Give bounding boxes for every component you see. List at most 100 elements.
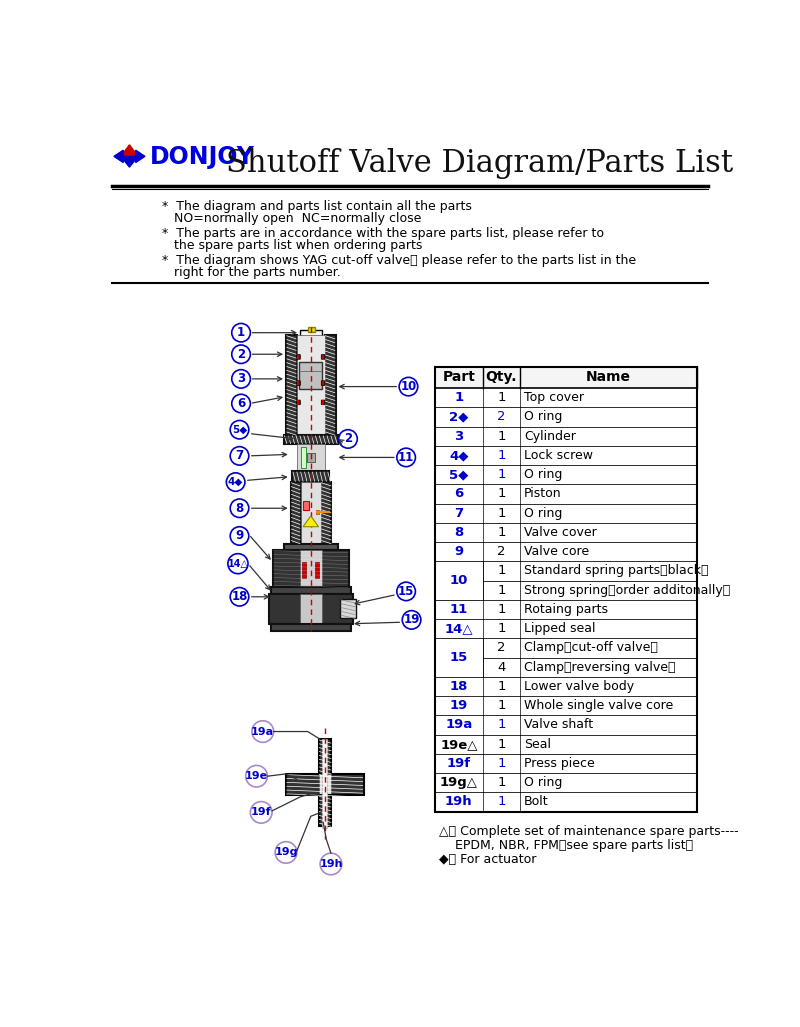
Text: 3: 3 (454, 429, 463, 443)
Text: 19f: 19f (446, 757, 471, 770)
Text: 1: 1 (498, 468, 506, 482)
Text: DONJOY: DONJOY (150, 145, 254, 169)
Text: 9: 9 (454, 545, 463, 559)
FancyBboxPatch shape (435, 773, 697, 793)
FancyBboxPatch shape (435, 408, 697, 426)
Text: Qty.: Qty. (486, 371, 518, 384)
FancyBboxPatch shape (435, 465, 697, 485)
FancyBboxPatch shape (435, 600, 697, 619)
Text: O ring: O ring (524, 468, 562, 482)
FancyBboxPatch shape (270, 623, 351, 632)
FancyBboxPatch shape (435, 793, 697, 811)
FancyBboxPatch shape (297, 381, 300, 385)
FancyBboxPatch shape (435, 388, 697, 408)
Text: 1: 1 (498, 565, 506, 577)
FancyBboxPatch shape (316, 509, 319, 515)
Text: 5◆: 5◆ (449, 468, 469, 482)
FancyBboxPatch shape (435, 657, 697, 677)
Text: 9: 9 (235, 530, 244, 542)
Polygon shape (136, 150, 145, 162)
FancyBboxPatch shape (318, 774, 331, 796)
FancyBboxPatch shape (322, 354, 325, 359)
FancyBboxPatch shape (325, 335, 336, 435)
Text: ◆： For actuator: ◆： For actuator (438, 853, 536, 866)
Text: NO=normally open  NC=normally close: NO=normally open NC=normally close (162, 212, 422, 225)
FancyBboxPatch shape (435, 696, 697, 716)
FancyBboxPatch shape (318, 739, 331, 777)
FancyBboxPatch shape (308, 327, 314, 332)
FancyBboxPatch shape (270, 586, 351, 595)
FancyBboxPatch shape (307, 453, 314, 462)
Text: 19g: 19g (274, 847, 298, 858)
FancyBboxPatch shape (284, 543, 338, 549)
FancyBboxPatch shape (300, 595, 322, 623)
FancyBboxPatch shape (303, 500, 310, 509)
Text: 10: 10 (400, 380, 417, 393)
FancyBboxPatch shape (300, 330, 322, 336)
FancyBboxPatch shape (435, 426, 697, 446)
Text: 19f: 19f (251, 807, 271, 817)
Text: Bolt: Bolt (524, 796, 549, 808)
FancyBboxPatch shape (435, 542, 697, 562)
Text: 1: 1 (454, 391, 463, 405)
Text: Valve cover: Valve cover (524, 526, 597, 539)
FancyBboxPatch shape (286, 335, 297, 435)
Text: Lipped seal: Lipped seal (524, 622, 595, 636)
Text: 1: 1 (237, 327, 245, 339)
Text: 1: 1 (498, 699, 506, 713)
FancyBboxPatch shape (435, 639, 483, 677)
Text: 19e△: 19e△ (440, 737, 478, 751)
Text: Strong spring（order additonally）: Strong spring（order additonally） (524, 583, 730, 597)
FancyBboxPatch shape (292, 471, 330, 482)
Text: 19: 19 (450, 699, 468, 713)
Text: 1: 1 (498, 622, 506, 636)
Text: 1: 1 (498, 429, 506, 443)
Text: the spare parts list when ordering parts: the spare parts list when ordering parts (162, 238, 422, 252)
Text: 2: 2 (237, 348, 245, 360)
Text: Lock screw: Lock screw (524, 449, 593, 462)
Text: 1: 1 (498, 796, 506, 808)
FancyBboxPatch shape (318, 796, 331, 827)
FancyBboxPatch shape (322, 401, 325, 405)
Polygon shape (303, 516, 318, 527)
Text: 19e: 19e (245, 771, 268, 782)
Polygon shape (121, 145, 138, 156)
FancyBboxPatch shape (435, 523, 697, 542)
Text: 2: 2 (498, 642, 506, 654)
Text: 11: 11 (450, 603, 468, 616)
FancyBboxPatch shape (284, 435, 338, 445)
Text: 1: 1 (498, 583, 506, 597)
FancyBboxPatch shape (435, 446, 697, 465)
Text: 19h: 19h (445, 796, 473, 808)
FancyBboxPatch shape (297, 445, 325, 471)
Text: 15: 15 (450, 651, 468, 664)
FancyBboxPatch shape (301, 447, 306, 468)
FancyBboxPatch shape (269, 595, 353, 623)
Text: Lower valve body: Lower valve body (524, 680, 634, 693)
Text: 5◆: 5◆ (232, 425, 247, 434)
Text: Valve core: Valve core (524, 545, 589, 559)
Text: O ring: O ring (524, 411, 562, 423)
Text: right for the parts number.: right for the parts number. (162, 266, 341, 278)
Text: 1: 1 (498, 757, 506, 770)
Text: 1: 1 (498, 449, 506, 462)
Text: Name: Name (586, 371, 631, 384)
Text: 18: 18 (231, 591, 248, 603)
FancyBboxPatch shape (435, 503, 697, 523)
FancyBboxPatch shape (435, 562, 697, 580)
Text: 1: 1 (498, 776, 506, 789)
FancyBboxPatch shape (322, 739, 327, 828)
Text: 19a: 19a (445, 719, 473, 731)
Text: 7: 7 (454, 506, 463, 520)
Text: EPDM, NBR, FPM（see spare parts list）: EPDM, NBR, FPM（see spare parts list） (438, 839, 693, 852)
Text: 19a: 19a (251, 726, 274, 736)
Text: 6: 6 (237, 397, 245, 410)
Text: 2: 2 (498, 411, 506, 423)
Text: Standard spring parts（black）: Standard spring parts（black） (524, 565, 709, 577)
Text: Part: Part (442, 371, 475, 384)
FancyBboxPatch shape (315, 562, 319, 577)
Text: Cylinder: Cylinder (524, 429, 576, 443)
FancyBboxPatch shape (297, 401, 300, 405)
Text: 10: 10 (450, 574, 468, 587)
FancyBboxPatch shape (435, 639, 697, 657)
